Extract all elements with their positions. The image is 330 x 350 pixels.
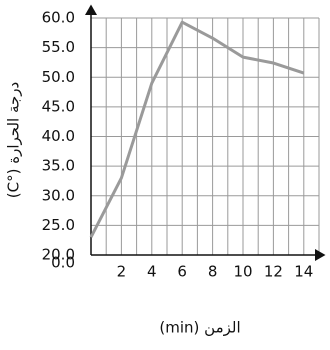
y-tick-label: 20.0 [42,246,75,264]
y-tick-label: 40.0 [42,127,75,145]
data-line [89,20,305,238]
origin-label: 0.0 [51,254,75,272]
y-tick-label: 50.0 [42,68,75,86]
x-tick-label: 10 [233,263,252,281]
y-tick-label: 60.0 [42,9,75,27]
x-tick-label: 14 [294,263,313,281]
x-tick-label: 2 [117,263,127,281]
grid [91,17,320,256]
y-tick-label: 35.0 [42,157,75,175]
y-tick-label: 55.0 [42,38,75,56]
x-tick-label: 6 [177,263,187,281]
x-tick-label: 12 [264,263,283,281]
x-tick-label: 4 [147,263,157,281]
y-tick-label: 30.0 [42,186,75,204]
y-tick-label: 25.0 [42,216,75,234]
y-axis-label: درجة الحرارة (°C) [5,82,23,198]
x-tick-label: 8 [208,263,218,281]
y-tick-label: 45.0 [42,97,75,115]
x-axis-label: الزمن (min) [159,319,240,337]
